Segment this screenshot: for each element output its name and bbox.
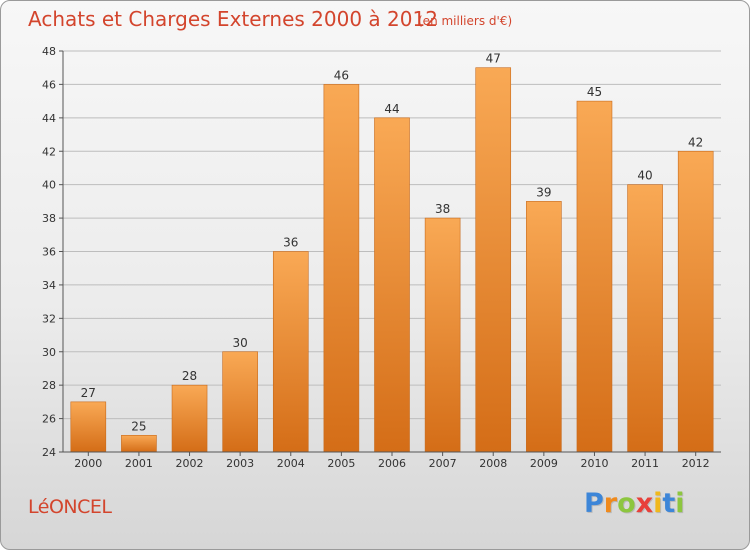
bar	[323, 84, 360, 453]
chart-title: Achats et Charges Externes 2000 à 2012	[28, 7, 438, 31]
data-label: 39	[536, 185, 551, 199]
bars: 27 25 28 30 36 46 44 38 47 39 45 40 42	[70, 52, 714, 453]
y-tick-label: 36	[42, 246, 56, 259]
chart-subtitle: (en milliers d'€)	[418, 14, 513, 28]
axes: 24 26 28 30 32 34 36 38 40 42 44 46 48 2000 2001 2002 20…	[42, 45, 721, 470]
x-tick-label: 2008	[479, 457, 507, 470]
data-label: 30	[233, 336, 248, 350]
data-label: 28	[182, 369, 197, 383]
logo-letter: o	[617, 488, 636, 519]
bar	[171, 384, 208, 453]
y-tick-label: 34	[42, 279, 56, 292]
data-label: 44	[384, 102, 399, 116]
bar	[374, 117, 410, 453]
logo-letter: x	[635, 488, 654, 519]
data-label: 27	[81, 386, 96, 400]
y-tick-label: 42	[42, 145, 56, 158]
bar	[424, 217, 461, 453]
bar	[222, 351, 258, 453]
logo-letter: t	[662, 488, 676, 519]
place-name: LéONCEL	[28, 496, 112, 518]
data-label: 40	[637, 169, 652, 183]
x-tick-label: 2010	[580, 457, 608, 470]
data-label: 38	[435, 202, 450, 216]
x-tick-label: 2005	[327, 457, 355, 470]
data-label: 36	[283, 236, 298, 250]
x-tick-label: 2004	[277, 457, 305, 470]
data-label: 45	[587, 85, 602, 99]
y-tick-label: 30	[42, 346, 56, 359]
x-tick-label: 2000	[74, 457, 102, 470]
x-tick-label: 2007	[429, 457, 457, 470]
y-tick-label: 48	[42, 45, 56, 58]
data-label: 42	[688, 135, 703, 149]
bar	[576, 100, 613, 453]
x-tick-label: 2006	[378, 457, 406, 470]
bar	[70, 401, 107, 453]
y-tick-label: 26	[42, 413, 56, 426]
data-label: 47	[486, 52, 501, 66]
y-tick-label: 28	[42, 379, 56, 392]
proxiti-logo: Proxiti	[584, 488, 685, 519]
x-tick-label: 2012	[682, 457, 710, 470]
x-tick-label: 2002	[176, 457, 204, 470]
data-label: 25	[131, 419, 146, 433]
bar	[627, 184, 663, 453]
x-tick-label: 2011	[631, 457, 659, 470]
y-tick-label: 24	[42, 446, 56, 459]
x-tick-label: 2003	[226, 457, 254, 470]
y-tick-label: 46	[42, 78, 56, 91]
bar	[475, 67, 512, 453]
x-tick-label: 2009	[530, 457, 558, 470]
y-tick-label: 32	[42, 312, 56, 325]
bar	[121, 434, 157, 453]
logo-letter: P	[584, 488, 604, 519]
logo-letter: r	[603, 488, 618, 519]
logo-letter: i	[675, 488, 685, 519]
bar	[677, 150, 714, 453]
y-tick-label: 44	[42, 112, 56, 125]
x-tick-label: 2001	[125, 457, 153, 470]
bar	[272, 251, 309, 453]
y-tick-label: 38	[42, 212, 56, 225]
y-tick-label: 40	[42, 179, 56, 192]
logo-letter: i	[653, 488, 663, 519]
bar	[526, 201, 562, 453]
data-label: 46	[334, 68, 349, 82]
